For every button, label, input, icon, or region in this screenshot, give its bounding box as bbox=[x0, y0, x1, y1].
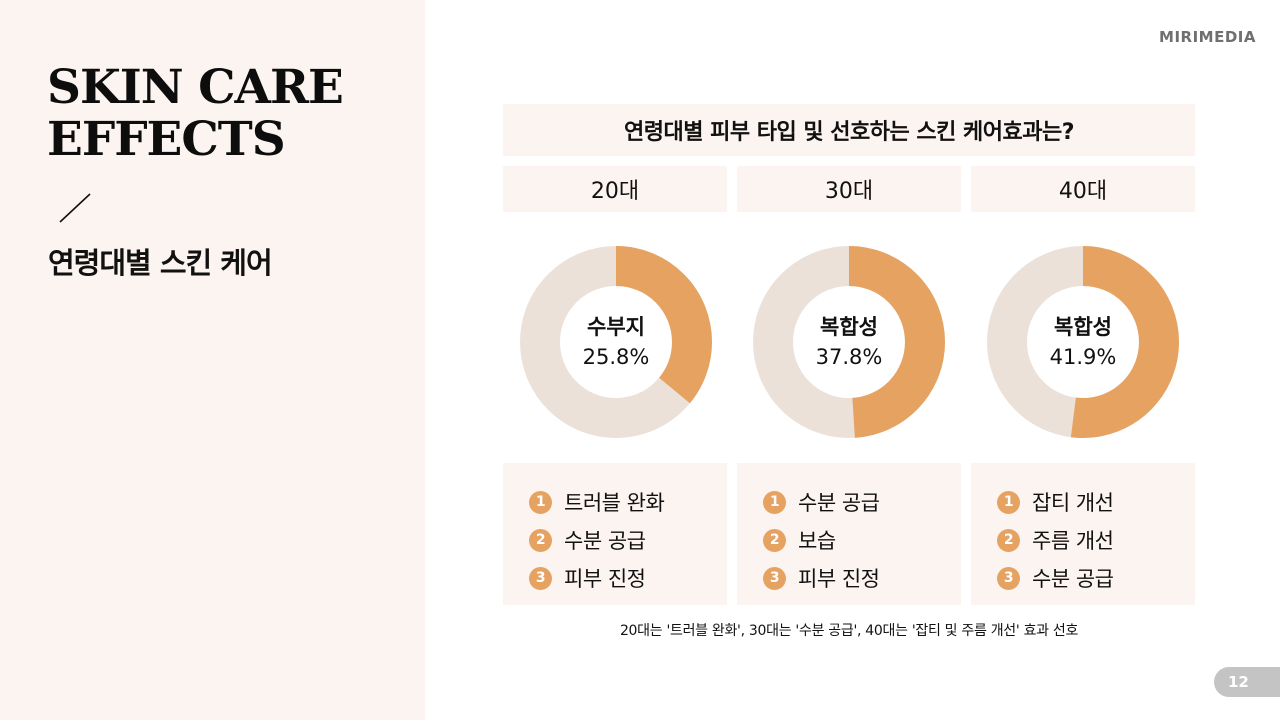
donut-chart-30s: 복합성 37.8% bbox=[751, 244, 947, 440]
skin-type-percent: 37.8% bbox=[815, 345, 883, 369]
list-item: 2 수분 공급 bbox=[529, 521, 727, 559]
list-item: 2 보습 bbox=[763, 521, 961, 559]
effect-label: 잡티 개선 bbox=[1032, 491, 1114, 515]
title-line-1: SKIN CARE bbox=[47, 60, 344, 115]
number-badge-icon: 3 bbox=[997, 566, 1020, 590]
page-title: SKIN CARE EFFECTS bbox=[47, 60, 344, 167]
slash-divider-icon bbox=[59, 193, 91, 223]
skin-type-percent: 41.9% bbox=[1049, 345, 1117, 369]
skin-type-percent: 25.8% bbox=[582, 345, 650, 369]
skin-type-label: 수부지 bbox=[587, 315, 645, 339]
question-banner: 연령대별 피부 타입 및 선호하는 스킨 케어효과는? bbox=[503, 104, 1195, 156]
age-header-30s: 30대 bbox=[737, 166, 961, 212]
skin-type-label: 복합성 bbox=[1054, 315, 1112, 339]
number-badge-icon: 3 bbox=[529, 566, 552, 590]
number-badge-icon: 1 bbox=[997, 490, 1020, 514]
age-header-40s: 40대 bbox=[971, 166, 1195, 212]
number-badge-icon: 2 bbox=[529, 528, 552, 552]
effects-list-40s: 1 잡티 개선 2 주름 개선 3 수분 공급 bbox=[971, 463, 1195, 605]
effect-label: 주름 개선 bbox=[1032, 529, 1114, 553]
donut-chart-20s: 수부지 25.8% bbox=[518, 244, 714, 440]
donut-ring bbox=[987, 246, 1179, 438]
title-line-2: EFFECTS bbox=[47, 112, 286, 167]
left-panel: SKIN CARE EFFECTS 연령대별 스킨 케어 bbox=[0, 0, 425, 720]
donut-center-label: 복합성 41.9% bbox=[985, 244, 1181, 440]
list-item: 3 피부 진정 bbox=[763, 559, 961, 597]
effect-label: 수분 공급 bbox=[564, 529, 646, 553]
donut-ring bbox=[520, 246, 712, 438]
skin-type-label: 복합성 bbox=[820, 315, 878, 339]
brand-logo: MIRIMEDIA bbox=[1159, 28, 1256, 46]
number-badge-icon: 2 bbox=[763, 528, 786, 552]
effect-label: 수분 공급 bbox=[1032, 567, 1114, 591]
donut-center-label: 복합성 37.8% bbox=[751, 244, 947, 440]
list-item: 3 수분 공급 bbox=[997, 559, 1195, 597]
effects-list-30s: 1 수분 공급 2 보습 3 피부 진정 bbox=[737, 463, 961, 605]
number-badge-icon: 1 bbox=[763, 490, 786, 514]
list-item: 1 트러블 완화 bbox=[529, 483, 727, 521]
effect-label: 수분 공급 bbox=[798, 491, 880, 515]
effects-list-20s: 1 트러블 완화 2 수분 공급 3 피부 진정 bbox=[503, 463, 727, 605]
donut-ring bbox=[753, 246, 945, 438]
list-item: 1 잡티 개선 bbox=[997, 483, 1195, 521]
donut-chart-40s: 복합성 41.9% bbox=[985, 244, 1181, 440]
effect-label: 트러블 완화 bbox=[564, 491, 665, 515]
page-number-badge: 12 bbox=[1214, 667, 1280, 697]
number-badge-icon: 2 bbox=[997, 528, 1020, 552]
donut-center-label: 수부지 25.8% bbox=[518, 244, 714, 440]
effect-label: 피부 진정 bbox=[564, 567, 646, 591]
age-header-20s: 20대 bbox=[503, 166, 727, 212]
list-item: 2 주름 개선 bbox=[997, 521, 1195, 559]
effect-label: 피부 진정 bbox=[798, 567, 880, 591]
page-subtitle: 연령대별 스킨 케어 bbox=[48, 246, 273, 280]
summary-caption: 20대는 '트러블 완화', 30대는 '수분 공급', 40대는 '잡티 및 … bbox=[619, 623, 1079, 639]
number-badge-icon: 1 bbox=[529, 490, 552, 514]
number-badge-icon: 3 bbox=[763, 566, 786, 590]
list-item: 1 수분 공급 bbox=[763, 483, 961, 521]
effect-label: 보습 bbox=[798, 529, 836, 553]
list-item: 3 피부 진정 bbox=[529, 559, 727, 597]
